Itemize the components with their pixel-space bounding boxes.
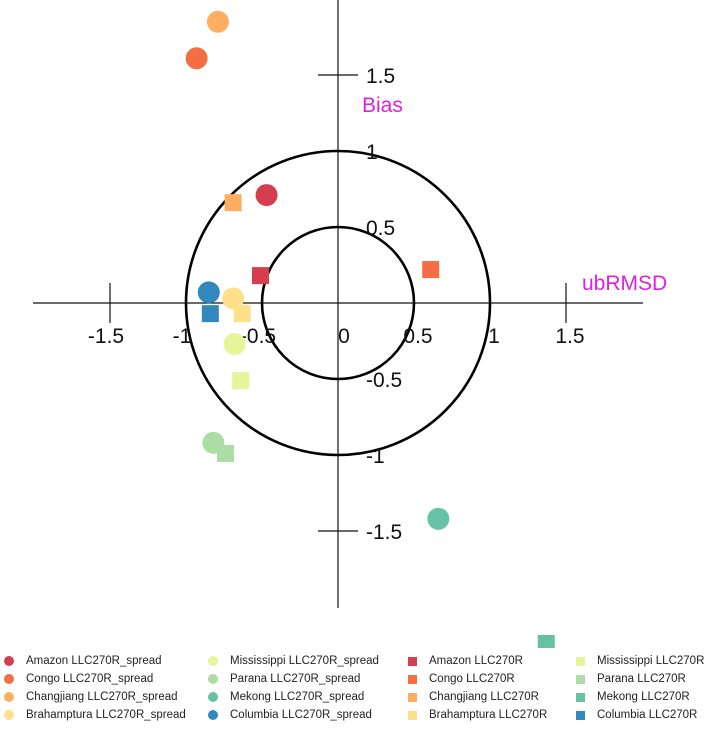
- legend-item: Changjiang LLC270R: [408, 689, 539, 705]
- point-parana-llc270r: [217, 444, 235, 462]
- x-tick-label: -0.5: [240, 325, 276, 348]
- x-tick-label: -1.5: [88, 325, 124, 348]
- legend-item: Parana LLC270R_spread: [208, 671, 360, 687]
- legend-label: Brahamptura LLC270R_spread: [26, 709, 186, 721]
- point-congo-llc270r-spread: [185, 47, 208, 70]
- legend-item: Amazon LLC270R: [408, 653, 523, 669]
- legend-marker: [408, 656, 417, 666]
- legend-marker: [4, 656, 14, 666]
- y-tick-label: -0.5: [366, 369, 402, 392]
- tick-labels: -1.5 -1 -0.5 0 0.5 1 1.51.510.5-0.5-1-1.5: [88, 65, 585, 544]
- point-changjiang-llc270r-spread: [206, 10, 229, 33]
- legend-item: Mekong LLC270R: [576, 689, 690, 705]
- legend-item: Brahamptura LLC270R_spread: [4, 707, 186, 723]
- reference-circle: [184, 149, 492, 457]
- legend-item: Congo LLC270R_spread: [4, 671, 153, 687]
- legend-label: Changjiang LLC270R_spread: [26, 691, 178, 703]
- point-amazon-llc270r-spread: [255, 184, 278, 207]
- legend: Amazon LLC270R_spread Congo LLC270R_sprea…: [0, 648, 714, 738]
- legend-label: Columbia LLC270R: [597, 709, 698, 721]
- legend-marker: [208, 692, 218, 702]
- legend-label: Brahamptura LLC270R: [429, 709, 548, 721]
- legend-label: Mississippi LLC270R_spread: [230, 655, 379, 667]
- legend-label: Changjiang LLC270R: [429, 691, 539, 703]
- legend-marker: [408, 674, 417, 684]
- point-mekong-llc270r: [537, 634, 555, 648]
- x-tick-label: 1.5: [555, 325, 584, 348]
- legend-item: Mississippi LLC270R: [576, 653, 704, 669]
- y-tick-label: 1.5: [366, 65, 395, 88]
- legend-marker: [4, 674, 14, 684]
- legend-item: Columbia LLC270R_spread: [208, 707, 372, 723]
- legend-label: Mississippi LLC270R: [597, 655, 705, 667]
- y-tick-label: 0.5: [366, 217, 395, 240]
- legend-label: Amazon LLC270R_spread: [26, 655, 162, 667]
- point-columbia-llc270r: [201, 305, 219, 323]
- legend-marker: [408, 710, 417, 720]
- legend-marker: [408, 692, 417, 702]
- legend-label: Amazon LLC270R: [429, 655, 523, 667]
- legend-marker: [576, 692, 585, 702]
- target-diagram: -1.5 -1 -0.5 0 0.5 1 1.51.510.5-0.5-1-1.5 ubRM…: [33, 0, 667, 648]
- point-mississippi-llc270r-spread: [223, 333, 246, 356]
- point-congo-llc270r: [422, 261, 440, 279]
- legend-label: Parana LLC270R: [597, 673, 686, 685]
- data-points: [185, 10, 555, 648]
- x-tick-label: 0.5: [403, 325, 432, 348]
- y-tick-label: 1: [366, 141, 378, 164]
- point-brahamptura-llc270r: [233, 305, 251, 323]
- reference-circles: [184, 149, 492, 457]
- legend-label: Congo LLC270R: [429, 673, 515, 685]
- point-changjiang-llc270r: [224, 194, 242, 212]
- legend-marker: [576, 710, 585, 720]
- tick-marks: [109, 74, 567, 532]
- y-tick-label: -1.5: [366, 521, 402, 544]
- point-amazon-llc270r: [251, 267, 269, 285]
- x-tick-label: 1: [488, 325, 500, 348]
- legend-item: Changjiang LLC270R_spread: [4, 689, 178, 705]
- legend-marker: [208, 674, 218, 684]
- legend-item: Brahamptura LLC270R: [408, 707, 547, 723]
- x-tick-label: 0: [338, 325, 350, 348]
- legend-marker: [4, 710, 14, 720]
- legend-item: Parana LLC270R: [576, 671, 686, 687]
- legend-marker: [208, 656, 218, 666]
- x-tick-label: -1: [173, 325, 192, 348]
- legend-label: Congo LLC270R_spread: [26, 673, 154, 685]
- point-columbia-llc270r-spread: [197, 281, 220, 304]
- legend-item: Congo LLC270R: [408, 671, 515, 687]
- legend-item: Amazon LLC270R_spread: [4, 653, 162, 669]
- point-mississippi-llc270r: [232, 372, 250, 390]
- legend-marker: [4, 692, 14, 702]
- legend-item: Mekong LLC270R_spread: [208, 689, 364, 705]
- legend-label: Mekong LLC270R: [597, 691, 690, 703]
- x-axis-title: ubRMSD: [582, 272, 667, 295]
- legend-label: Mekong LLC270R_spread: [230, 691, 365, 703]
- legend-label: Columbia LLC270R_spread: [230, 709, 372, 721]
- reference-circle: [260, 225, 416, 381]
- legend-item: Mississippi LLC270R_spread: [208, 653, 379, 669]
- point-mekong-llc270r-spread: [427, 507, 450, 530]
- legend-label: Parana LLC270R_spread: [230, 673, 361, 685]
- y-tick-label: -1: [366, 445, 385, 468]
- legend-marker: [208, 710, 218, 720]
- legend-marker: [576, 674, 585, 684]
- axes: [33, 0, 643, 608]
- legend-item: Columbia LLC270R: [576, 707, 697, 723]
- point-brahamptura-llc270r-spread: [222, 287, 245, 310]
- y-axis-title: Bias: [362, 94, 403, 117]
- legend-marker: [576, 656, 585, 666]
